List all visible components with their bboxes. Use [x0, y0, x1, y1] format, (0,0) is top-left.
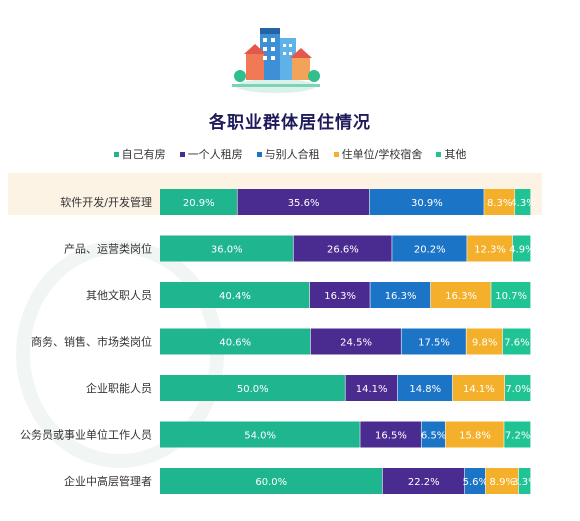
legend-item-dorm: 住单位/学校宿舍: [333, 146, 423, 162]
value-label-shared-rent: 17.5%: [418, 338, 450, 349]
legend-label-rent-alone: 一个人租房: [187, 148, 243, 161]
bar-segment-own: [160, 375, 345, 401]
value-label-own: 40.4%: [219, 291, 251, 302]
value-label-shared-rent: 16.3%: [385, 291, 417, 302]
value-label-own: 40.6%: [219, 338, 251, 349]
value-label-other: 10.7%: [495, 291, 527, 302]
value-label-rent-alone: 26.6%: [327, 245, 359, 256]
bar-segment-rent-alone: [310, 328, 401, 355]
value-label-rent-alone: 24.5%: [340, 338, 372, 349]
legend-swatch-rent-alone: [179, 151, 185, 157]
value-label-other: 7.0%: [505, 384, 530, 395]
bar-segment-dorm: [452, 375, 505, 401]
bar-segment-shared-rent: [421, 421, 446, 448]
bar-segment-shared-rent: [401, 328, 466, 355]
value-label-own: 50.0%: [237, 384, 269, 395]
bar-segment-dorm: [430, 282, 491, 308]
legend-item-own: 自己有房: [113, 146, 166, 162]
legend-label-own: 自己有房: [121, 148, 166, 161]
bar-segment-shared-rent: [392, 235, 467, 262]
legend-item-other: 其他: [436, 146, 466, 162]
value-label-dorm: 9.8%: [472, 338, 497, 349]
value-label-other: 7.6%: [504, 338, 529, 349]
chart-title: 各职业群体居住情况: [209, 113, 371, 133]
value-label-dorm: 8.3%: [487, 198, 512, 209]
value-label-dorm: 8.9%: [490, 477, 515, 488]
value-label-rent-alone: 16.5%: [375, 431, 407, 442]
value-label-other: 4.9%: [509, 245, 534, 256]
bar-segment-shared-rent: [369, 189, 484, 215]
category-label: 其他文职人员: [86, 288, 152, 302]
bar-segment-other: [491, 282, 531, 308]
value-label-shared-rent: 30.9%: [411, 198, 443, 209]
bar-segment-other: [515, 189, 531, 215]
bar-segment-rent-alone: [237, 189, 370, 215]
bar-segment-other: [504, 421, 531, 448]
bar-segment-rent-alone: [360, 421, 421, 448]
bar-segment-dorm: [467, 235, 513, 262]
value-label-rent-alone: 35.6%: [288, 198, 320, 209]
legend-swatch-other: [436, 151, 442, 157]
value-label-shared-rent: 20.2%: [414, 245, 446, 256]
legend-swatch-own: [113, 151, 119, 157]
category-label: 企业职能人员: [86, 381, 152, 395]
value-label-other: 7.2%: [505, 431, 530, 442]
value-label-dorm: 14.1%: [463, 384, 495, 395]
value-label-shared-rent: 14.8%: [409, 384, 441, 395]
bar-segment-own: [160, 235, 293, 262]
value-label-dorm: 16.3%: [445, 291, 477, 302]
legend-item-shared-rent: 与别人合租: [256, 146, 320, 162]
value-label-dorm: 12.3%: [474, 245, 506, 256]
bar-segment-own: [160, 282, 310, 308]
bar-segment-other: [505, 375, 531, 401]
city-buildings-illustration: [232, 28, 320, 93]
bar-segment-other: [518, 468, 531, 494]
legend-swatch-shared-rent: [256, 151, 262, 157]
bar-segment-own: [160, 328, 311, 355]
category-label: 公务员或事业单位工作人员: [20, 428, 152, 442]
legend-label-other: 其他: [444, 148, 467, 161]
bar-segment-rent-alone: [309, 282, 370, 308]
bar-segment-shared-rent: [370, 282, 431, 308]
legend-label-dorm: 住单位/学校宿舍: [341, 148, 423, 161]
value-label-rent-alone: 14.1%: [356, 384, 388, 395]
value-label-shared-rent: 5.6%: [463, 477, 488, 488]
bar-segment-dorm: [445, 421, 504, 448]
value-label-other: 4.3%: [510, 198, 535, 209]
legend-item-rent-alone: 一个人租房: [179, 146, 243, 162]
bar-segment-own: [160, 421, 360, 448]
bar-segment-rent-alone: [345, 375, 398, 401]
legend: 自己有房 一个人租房 与别人合租 住单位/学校宿舍 其他: [0, 146, 580, 162]
value-label-own: 54.0%: [244, 431, 276, 442]
bar-segment-dorm: [466, 328, 503, 355]
bar-segment-own: [160, 468, 382, 494]
category-label: 软件开发/开发管理: [60, 195, 152, 209]
value-label-shared-rent: 6.5%: [421, 431, 446, 442]
legend-swatch-dorm: [333, 151, 339, 157]
bar-segment-other: [512, 235, 531, 262]
legend-label-shared-rent: 与别人合租: [264, 148, 320, 161]
bar-segment-rent-alone: [382, 468, 465, 494]
bar-segment-shared-rent: [464, 468, 486, 494]
category-label: 企业中高层管理者: [64, 474, 152, 488]
value-label-own: 36.0%: [211, 245, 243, 256]
bar-segment-other: [502, 328, 531, 355]
bar-segment-dorm: [484, 189, 515, 215]
value-label-rent-alone: 22.2%: [408, 477, 440, 488]
bar-segment-rent-alone: [293, 235, 392, 262]
bar-segment-own: [160, 189, 237, 215]
bar-segment-dorm: [485, 468, 519, 494]
value-label-rent-alone: 16.3%: [324, 291, 356, 302]
value-label-own: 20.9%: [183, 198, 215, 209]
category-label: 商务、销售、市场类岗位: [31, 335, 152, 349]
category-label: 产品、运营类岗位: [64, 242, 152, 256]
value-label-dorm: 15.8%: [459, 431, 491, 442]
bar-segment-shared-rent: [397, 375, 453, 401]
value-label-other: 3.3%: [512, 477, 537, 488]
value-label-own: 60.0%: [255, 477, 287, 488]
